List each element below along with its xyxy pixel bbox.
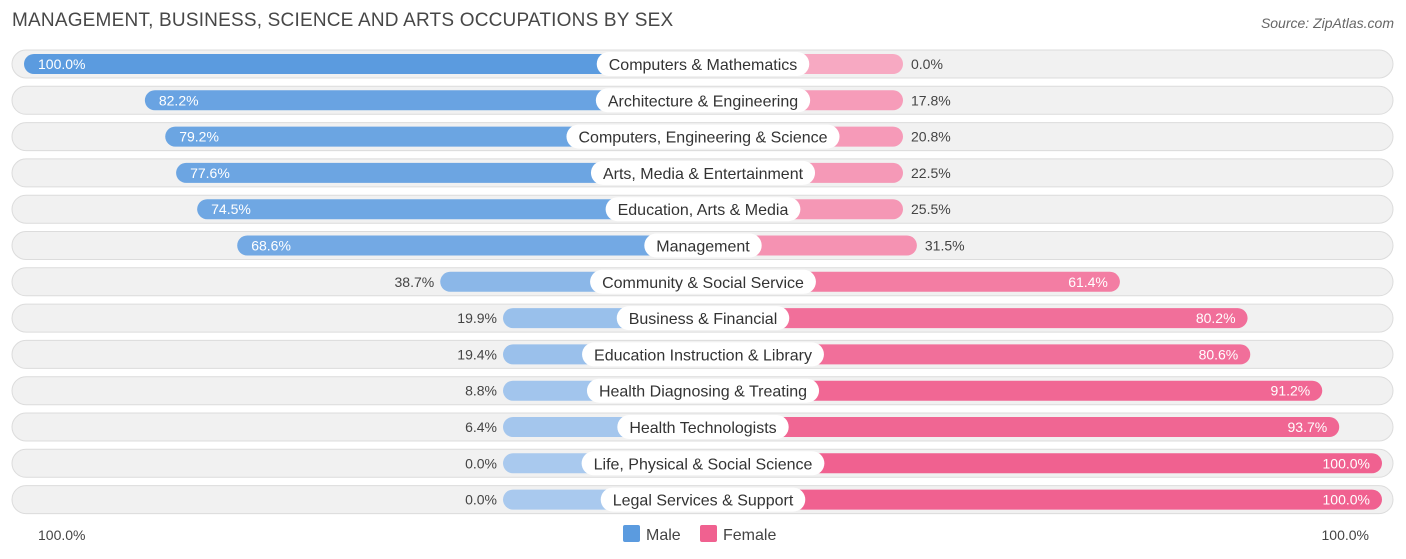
category-label-pill <box>582 342 824 367</box>
category-label-pill <box>595 88 811 113</box>
male-value-label: 100.0% <box>38 56 85 72</box>
female-value-label: 25.5% <box>911 201 951 217</box>
category-label: Arts, Media & Entertainment <box>603 166 804 183</box>
female-bar <box>703 380 1323 401</box>
female-value-label: 22.5% <box>911 165 951 181</box>
female-value-label: 17.8% <box>911 92 951 108</box>
category-label-pill <box>644 233 762 258</box>
legend-male-label: Male <box>646 527 681 544</box>
male-value-label: 82.2% <box>159 92 199 108</box>
category-label-pill <box>600 487 806 512</box>
male-value-label: 19.4% <box>457 346 497 362</box>
category-label: Legal Services & Support <box>613 493 794 510</box>
category-label-pill <box>566 124 840 149</box>
male-bar <box>176 162 703 183</box>
female-value-label: 80.2% <box>1196 310 1236 326</box>
female-value-label: 100.0% <box>1323 455 1370 471</box>
axis-left-label: 100.0% <box>38 527 85 543</box>
category-label: Computers, Engineering & Science <box>578 130 827 147</box>
category-label: Community & Social Service <box>602 275 804 292</box>
male-value-label: 19.9% <box>457 310 497 326</box>
category-label: Health Technologists <box>629 420 776 437</box>
category-label-pill <box>581 451 825 476</box>
male-value-label: 77.6% <box>190 165 230 181</box>
female-bar <box>703 489 1382 510</box>
male-bar <box>197 199 703 220</box>
female-bar <box>703 417 1340 437</box>
category-label-pill <box>617 415 789 439</box>
female-value-label: 61.4% <box>1068 274 1108 290</box>
male-value-label: 68.6% <box>251 238 291 254</box>
category-label-pill <box>596 52 810 76</box>
female-value-label: 93.7% <box>1288 419 1328 435</box>
legend-male-swatch <box>623 525 640 542</box>
female-value-label: 91.2% <box>1271 383 1311 399</box>
male-bar <box>144 90 703 111</box>
category-label-pill <box>605 197 801 222</box>
category-label: Management <box>656 239 750 256</box>
female-bar <box>703 453 1382 474</box>
category-label-pill <box>590 160 816 185</box>
male-value-label: 6.4% <box>465 419 497 435</box>
male-value-label: 79.2% <box>179 129 219 145</box>
female-value-label: 80.6% <box>1199 346 1239 362</box>
category-label: Computers & Mathematics <box>609 57 798 74</box>
male-value-label: 0.0% <box>465 455 497 471</box>
category-label: Architecture & Engineering <box>608 93 798 110</box>
category-label-pill <box>616 306 790 331</box>
female-value-label: 0.0% <box>911 56 943 72</box>
axis-right-label: 100.0% <box>1322 527 1369 543</box>
category-label: Education, Arts & Media <box>618 202 789 219</box>
category-label: Health Diagnosing & Treating <box>599 384 807 401</box>
category-label-pill <box>586 378 820 403</box>
male-bar <box>24 54 703 74</box>
male-value-label: 8.8% <box>465 383 497 399</box>
male-value-label: 74.5% <box>211 201 251 217</box>
legend-female-swatch <box>700 525 717 542</box>
female-value-label: 31.5% <box>925 238 965 254</box>
category-label: Education Instruction & Library <box>594 347 812 364</box>
category-label: Life, Physical & Social Science <box>594 456 813 473</box>
chart-title: MANAGEMENT, BUSINESS, SCIENCE AND ARTS O… <box>12 10 674 31</box>
category-label: Business & Financial <box>629 311 778 328</box>
male-bar <box>237 235 703 256</box>
male-value-label: 0.0% <box>465 492 497 508</box>
female-bar <box>703 344 1251 365</box>
source-label: Source: ZipAtlas.com <box>1260 15 1394 31</box>
female-value-label: 20.8% <box>911 129 951 145</box>
male-value-label: 38.7% <box>395 274 435 290</box>
legend-female-label: Female <box>723 527 776 544</box>
female-value-label: 100.0% <box>1323 492 1370 508</box>
female-bar <box>703 308 1248 329</box>
category-label-pill <box>590 269 816 294</box>
